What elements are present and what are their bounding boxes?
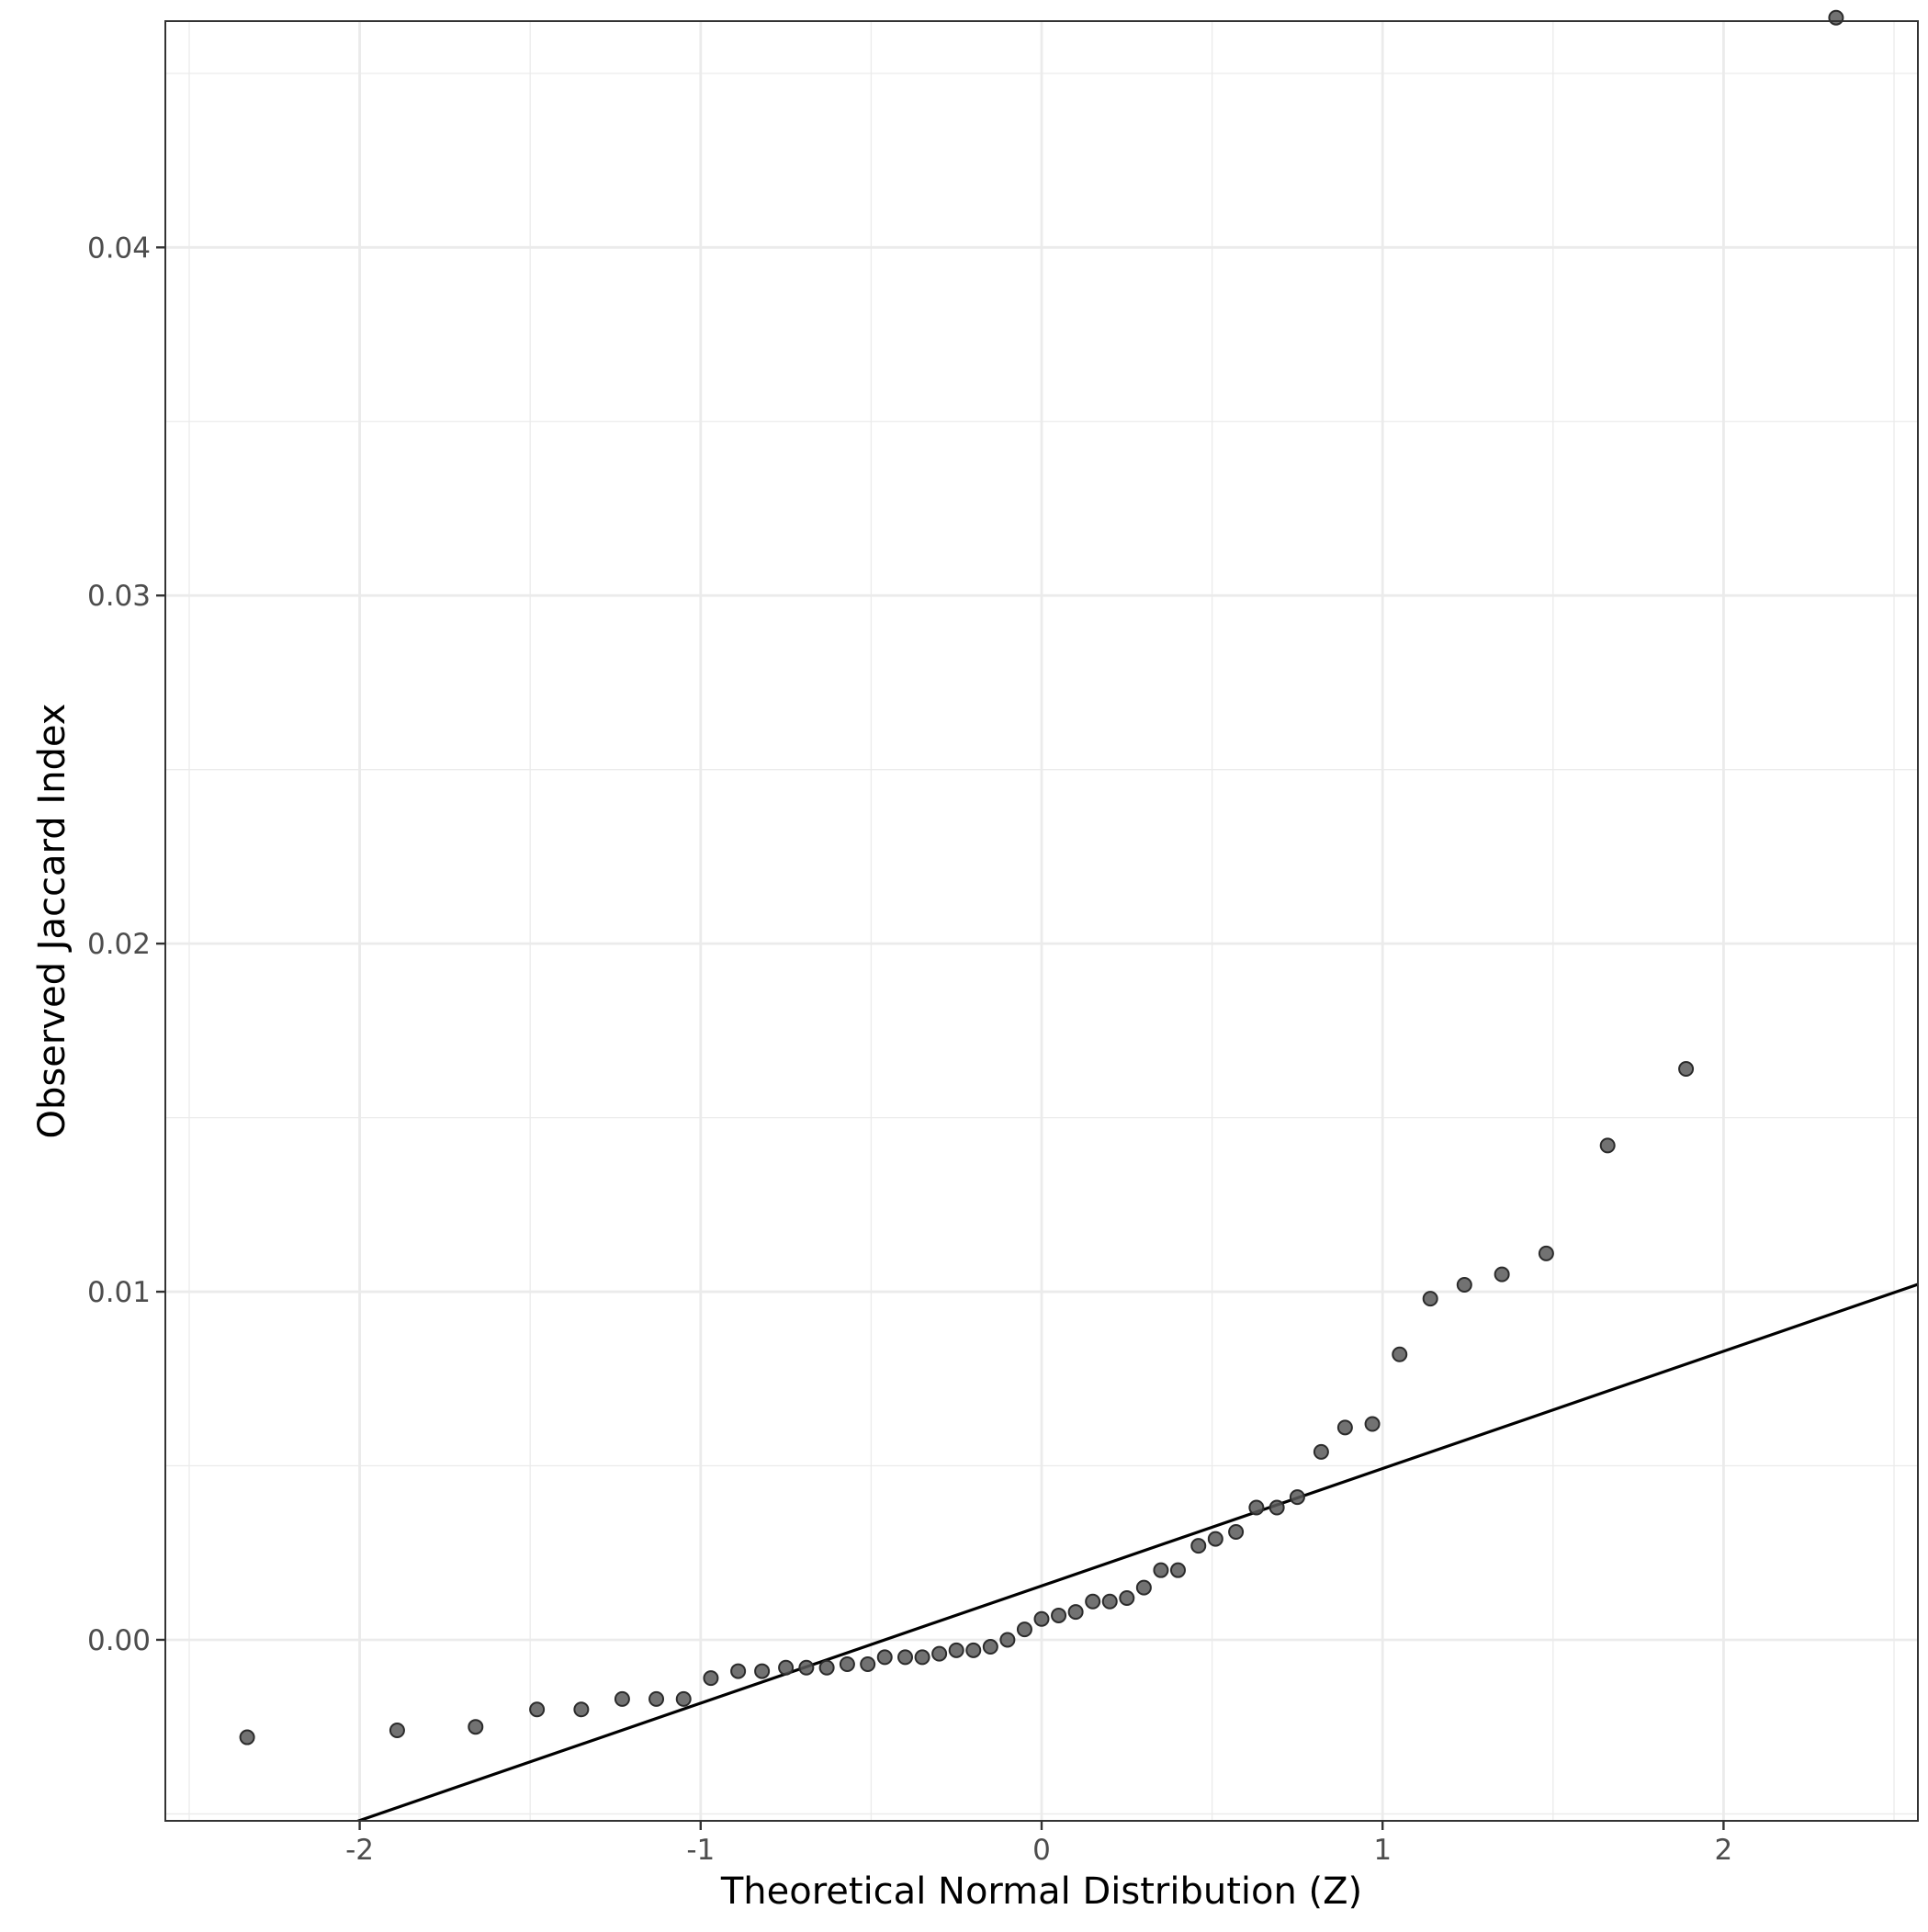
y-tick-label: 0.02 bbox=[87, 928, 151, 961]
data-point bbox=[1313, 1443, 1329, 1460]
data-point bbox=[931, 1645, 948, 1662]
data-point bbox=[1828, 9, 1844, 26]
data-point bbox=[468, 1719, 484, 1735]
data-point bbox=[839, 1655, 855, 1672]
data-point bbox=[1085, 1593, 1101, 1610]
qq-reference-line bbox=[354, 1282, 1918, 1821]
data-point bbox=[1101, 1593, 1118, 1610]
data-point bbox=[860, 1655, 876, 1672]
x-axis-title: Theoretical Normal Distribution (Z) bbox=[720, 1870, 1362, 1913]
data-point bbox=[239, 1729, 255, 1746]
data-point bbox=[703, 1670, 719, 1687]
data-point bbox=[754, 1663, 771, 1679]
x-tick-label: 1 bbox=[1373, 1834, 1392, 1867]
data-point bbox=[1207, 1531, 1223, 1547]
data-point bbox=[1392, 1346, 1408, 1362]
grid-major bbox=[165, 21, 1918, 1821]
data-point bbox=[897, 1649, 914, 1666]
y-tick-label: 0.03 bbox=[87, 580, 151, 613]
y-tick-label: 0.00 bbox=[87, 1624, 151, 1657]
data-point bbox=[389, 1722, 405, 1738]
data-point bbox=[675, 1690, 692, 1707]
data-point bbox=[1051, 1607, 1067, 1623]
data-point bbox=[1153, 1562, 1169, 1578]
data-point bbox=[982, 1639, 998, 1655]
data-point bbox=[1016, 1621, 1032, 1638]
data-point bbox=[529, 1701, 546, 1718]
data-point bbox=[1456, 1276, 1472, 1293]
y-axis-title: Observed Jaccard Index bbox=[31, 704, 73, 1139]
data-point bbox=[999, 1632, 1016, 1648]
data-point bbox=[1364, 1416, 1381, 1432]
data-point bbox=[1190, 1538, 1207, 1554]
data-point bbox=[876, 1649, 893, 1666]
data-point bbox=[1169, 1562, 1186, 1578]
data-point bbox=[1422, 1291, 1438, 1307]
data-point bbox=[948, 1642, 964, 1658]
data-point bbox=[614, 1690, 630, 1707]
data-point bbox=[1678, 1061, 1695, 1078]
data-point bbox=[1336, 1419, 1353, 1436]
data-point bbox=[730, 1663, 747, 1679]
data-point bbox=[798, 1659, 815, 1676]
reference-line-group bbox=[354, 1282, 1918, 1821]
data-point bbox=[1228, 1523, 1245, 1540]
y-axis: 0.00 0.01 0.02 0.03 0.04 bbox=[87, 232, 165, 1657]
x-tick-label: 0 bbox=[1032, 1834, 1051, 1867]
data-point bbox=[573, 1701, 590, 1718]
data-point bbox=[1289, 1489, 1305, 1506]
data-point bbox=[1538, 1245, 1554, 1261]
x-tick-label: 2 bbox=[1715, 1834, 1733, 1867]
data-point bbox=[818, 1659, 835, 1676]
data-point bbox=[1033, 1610, 1050, 1627]
data-point bbox=[1067, 1604, 1084, 1621]
x-axis: -2 -1 0 1 2 bbox=[345, 1821, 1732, 1867]
data-point bbox=[1135, 1579, 1152, 1596]
data-point bbox=[648, 1690, 665, 1707]
data-point bbox=[1268, 1499, 1285, 1516]
y-tick-label: 0.01 bbox=[87, 1276, 151, 1309]
data-point bbox=[965, 1642, 982, 1658]
x-tick-label: -1 bbox=[686, 1834, 715, 1867]
data-point bbox=[1248, 1499, 1265, 1516]
data-point bbox=[1119, 1589, 1135, 1606]
y-tick-label: 0.04 bbox=[87, 232, 151, 265]
data-point bbox=[1494, 1266, 1510, 1282]
data-point bbox=[914, 1649, 930, 1666]
data-point bbox=[778, 1659, 795, 1676]
x-tick-label: -2 bbox=[345, 1834, 374, 1867]
data-point bbox=[1599, 1137, 1616, 1154]
